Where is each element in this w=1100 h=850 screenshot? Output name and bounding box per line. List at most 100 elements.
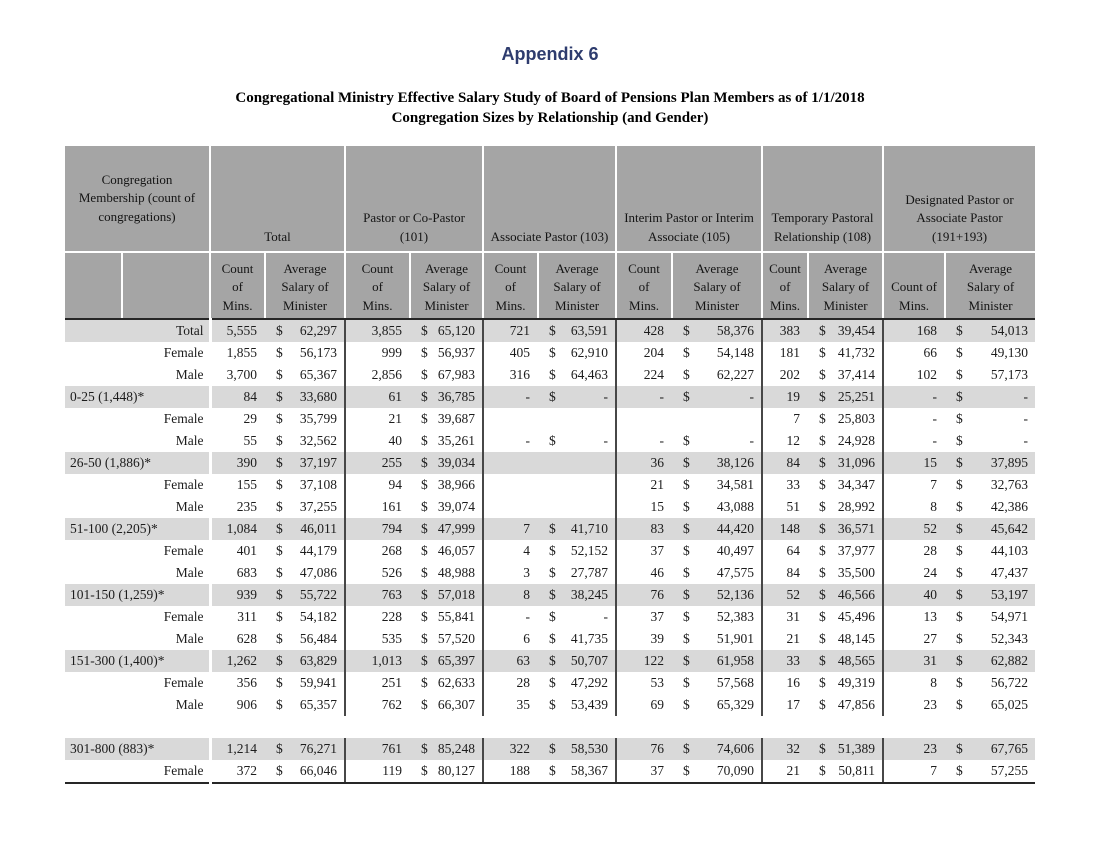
salary-value: $55,841 [410,609,482,625]
salary-amount: 37,255 [299,499,338,514]
count-cell: - [615,386,673,408]
salary-value: $51,901 [672,631,761,647]
salary-cell: $67,765 [945,738,1036,760]
salary-cell: $46,566 [808,584,884,606]
salary-amount: 39,074 [437,499,476,514]
row-label-spacer [65,628,122,650]
dollar-sign: $ [683,477,690,492]
row-label: Female [122,672,211,694]
average-salary-header: Average Salary of Minister [409,251,484,320]
count-cell: 33 [761,650,809,672]
salary-study-table: Congregation Membership (count of congre… [65,146,1036,784]
average-salary-label: Average Salary of Minister [693,260,741,313]
salary-cell: $57,255 [945,760,1036,784]
count-cell: 46 [615,562,673,584]
salary-cell: $57,173 [945,364,1036,386]
header-sublabel-row: Count of Mins. Average Salary of Minister… [65,251,1036,320]
row-label: 26-50 (1,886)* [65,452,211,474]
dollar-sign: $ [276,389,283,404]
dollar-sign: $ [421,433,428,448]
count-cell: 84 [208,386,266,408]
salary-value: $76,271 [265,741,344,757]
dollar-sign: $ [956,631,963,646]
dollar-sign: $ [421,587,428,602]
count-cell: 311 [208,606,266,628]
salary-amount: 66,046 [299,763,338,778]
salary-cell: $42,386 [945,496,1036,518]
salary-cell: $37,977 [808,540,884,562]
count-cell [482,474,539,496]
table-row: Female 356 $59,941 251 $62,633 28 $47,292 53 $57… [65,672,1036,694]
count-cell: 23 [882,694,946,716]
count-cell: - [615,430,673,452]
dollar-sign: $ [549,389,556,404]
table-row: 301-800 (883)* 1,214 $76,271 761 $85,248 322 $… [65,738,1036,760]
salary-amount: 67,765 [990,741,1029,756]
salary-amount: 53,439 [570,697,609,712]
salary-cell: $39,034 [410,452,484,474]
count-cell: 5,555 [208,319,266,342]
salary-value: $62,227 [672,367,761,383]
dollar-sign: $ [549,433,556,448]
salary-value: $80,127 [410,763,482,779]
dollar-sign: $ [956,653,963,668]
count-cell: 268 [344,540,411,562]
table-row: Male 235 $37,255 161 $39,074 15 $43,088 51 $28,9… [65,496,1036,518]
dollar-sign: $ [421,323,428,338]
dollar-sign: $ [819,675,826,690]
count-cell: 52 [761,584,809,606]
salary-cell: $ - [538,386,617,408]
header-empty-cell [65,251,122,320]
salary-amount: 51,901 [716,631,755,646]
salary-cell: $51,901 [672,628,763,650]
count-cell: 235 [208,496,266,518]
dollar-sign: $ [819,741,826,756]
dollar-sign: $ [683,323,690,338]
salary-amount: - [1023,411,1029,426]
count-cell: 228 [344,606,411,628]
dollar-sign: $ [956,543,963,558]
salary-cell: $50,811 [808,760,884,784]
salary-amount: 37,977 [837,543,876,558]
salary-cell: $45,496 [808,606,884,628]
table-row: Female 401 $44,179 268 $46,057 4 $52,152 37 $40,… [65,540,1036,562]
salary-value: $52,136 [672,587,761,603]
salary-cell: $58,530 [538,738,617,760]
row-label-spacer [65,364,122,386]
salary-value: $37,255 [265,499,344,515]
salary-amount: 46,011 [300,521,338,536]
row-label-spacer [65,474,122,496]
salary-amount: 56,173 [299,345,338,360]
dollar-sign: $ [956,697,963,712]
row-label-spacer [65,496,122,518]
count-cell: 405 [482,342,539,364]
count-cell: 3,855 [344,319,411,342]
salary-amount: 25,803 [837,411,876,426]
salary-value: $49,130 [945,345,1035,361]
count-cell: - [882,408,946,430]
salary-cell: $41,735 [538,628,617,650]
count-of-mins-header: Count of Mins. [482,251,539,320]
document-subtitle-line1: Congregational Ministry Effective Salary… [235,90,865,106]
salary-cell: $44,420 [672,518,763,540]
salary-amount: 57,173 [990,367,1029,382]
salary-cell: $35,500 [808,562,884,584]
salary-value: $37,108 [265,477,344,493]
salary-cell: $66,307 [410,694,484,716]
salary-amount: 37,108 [299,477,338,492]
salary-value: $48,565 [808,653,882,669]
table-row: Female 29 $35,799 21 $39,687 7 $25,803- $ - [65,408,1036,430]
count-cell: 37 [615,540,673,562]
salary-amount: 63,591 [570,323,609,338]
salary-amount: 35,500 [837,565,876,580]
salary-cell: $56,722 [945,672,1036,694]
salary-amount: 42,386 [990,499,1029,514]
salary-amount: 48,988 [437,565,476,580]
salary-cell: $32,562 [265,430,346,452]
salary-cell: $58,376 [672,319,763,342]
count-cell: 762 [344,694,411,716]
count-cell [482,496,539,518]
salary-value: $42,386 [945,499,1035,515]
header-group-title: Designated Pastor or Associate Pastor (1… [882,146,1036,252]
